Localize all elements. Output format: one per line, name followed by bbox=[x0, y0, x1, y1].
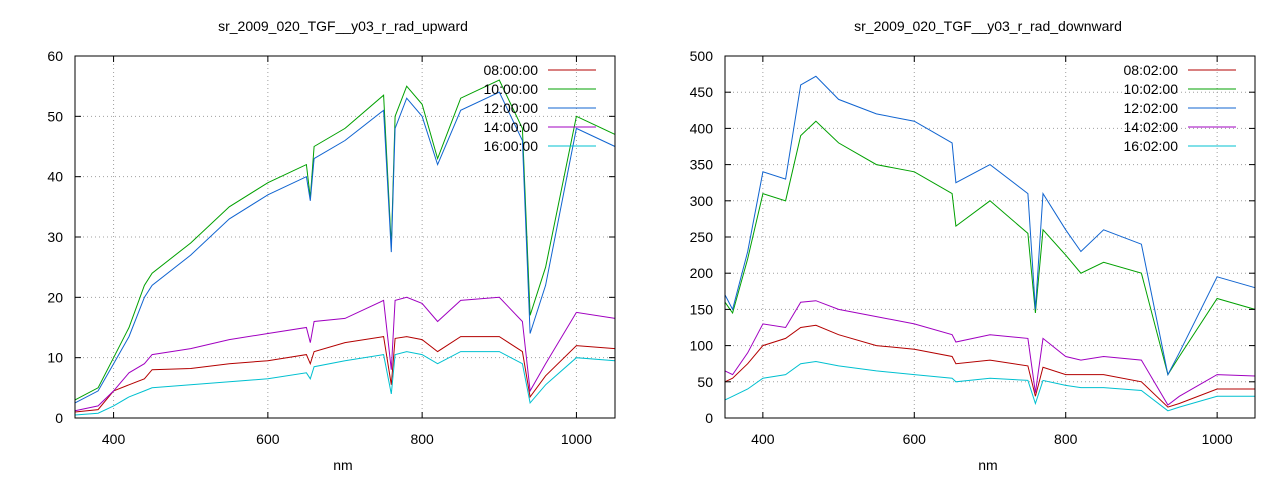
legend-label: 12:02:00 bbox=[1124, 100, 1179, 116]
series-line-16-00-00 bbox=[74, 351, 616, 416]
chart-title: sr_2009_020_TGF__y03_r_rad_upward bbox=[218, 18, 468, 34]
chart-upward: sr_2009_020_TGF__y03_r_rad_upward nm 400… bbox=[47, 18, 616, 473]
y-tick-label: 100 bbox=[690, 338, 714, 354]
x-tick-label: 400 bbox=[102, 431, 126, 447]
y-tick-label: 150 bbox=[690, 301, 714, 317]
series-line-08-00-00 bbox=[74, 336, 616, 413]
legend-label: 14:02:00 bbox=[1124, 119, 1179, 135]
legend-label: 10:02:00 bbox=[1124, 81, 1179, 97]
y-tick-label: 20 bbox=[47, 289, 63, 305]
x-tick-label: 600 bbox=[256, 431, 280, 447]
legend-label: 16:02:00 bbox=[1124, 138, 1179, 154]
legend-label: 16:00:00 bbox=[484, 138, 539, 154]
y-tick-label: 10 bbox=[47, 350, 63, 366]
y-tick-label: 500 bbox=[690, 48, 714, 64]
x-tick-label: 600 bbox=[903, 431, 927, 447]
y-tick-label: 350 bbox=[690, 157, 714, 173]
x-axis-label: nm bbox=[333, 457, 352, 473]
series-line-16-02-00 bbox=[724, 360, 1255, 412]
series-line-14-00-00 bbox=[74, 296, 616, 412]
legend-label: 08:00:00 bbox=[484, 62, 539, 78]
y-tick-label: 0 bbox=[55, 410, 63, 426]
x-axis-label: nm bbox=[978, 457, 997, 473]
y-tick-label: 50 bbox=[47, 108, 63, 124]
y-tick-label: 60 bbox=[47, 48, 63, 64]
legend-label: 12:00:00 bbox=[484, 100, 539, 116]
legend-label: 08:02:00 bbox=[1124, 62, 1179, 78]
series-line-10-02-00 bbox=[724, 120, 1256, 376]
y-tick-label: 250 bbox=[690, 229, 714, 245]
y-tick-label: 30 bbox=[47, 229, 63, 245]
y-tick-label: 40 bbox=[47, 169, 63, 185]
x-tick-label: 1000 bbox=[561, 431, 592, 447]
series-line-14-02-00 bbox=[724, 300, 1256, 406]
x-tick-label: 800 bbox=[1054, 431, 1078, 447]
y-tick-label: 450 bbox=[690, 84, 714, 100]
legend-label: 10:00:00 bbox=[484, 81, 539, 97]
x-tick-label: 400 bbox=[751, 431, 775, 447]
y-tick-label: 50 bbox=[697, 374, 713, 390]
x-tick-label: 800 bbox=[410, 431, 434, 447]
series-line-08-02-00 bbox=[724, 324, 1255, 408]
y-tick-label: 200 bbox=[690, 265, 714, 281]
chart-downward: sr_2009_020_TGF__y03_r_rad_downward nm 4… bbox=[690, 18, 1256, 473]
x-tick-label: 1000 bbox=[1202, 431, 1233, 447]
series-line-12-02-00 bbox=[724, 75, 1256, 377]
y-tick-label: 300 bbox=[690, 193, 714, 209]
chart-title: sr_2009_020_TGF__y03_r_rad_downward bbox=[854, 18, 1122, 34]
y-tick-label: 400 bbox=[690, 120, 714, 136]
series-line-10-00-00 bbox=[74, 79, 616, 401]
legend-label: 14:00:00 bbox=[484, 119, 539, 135]
series-line-12-00-00 bbox=[74, 91, 616, 404]
y-tick-label: 0 bbox=[705, 410, 713, 426]
